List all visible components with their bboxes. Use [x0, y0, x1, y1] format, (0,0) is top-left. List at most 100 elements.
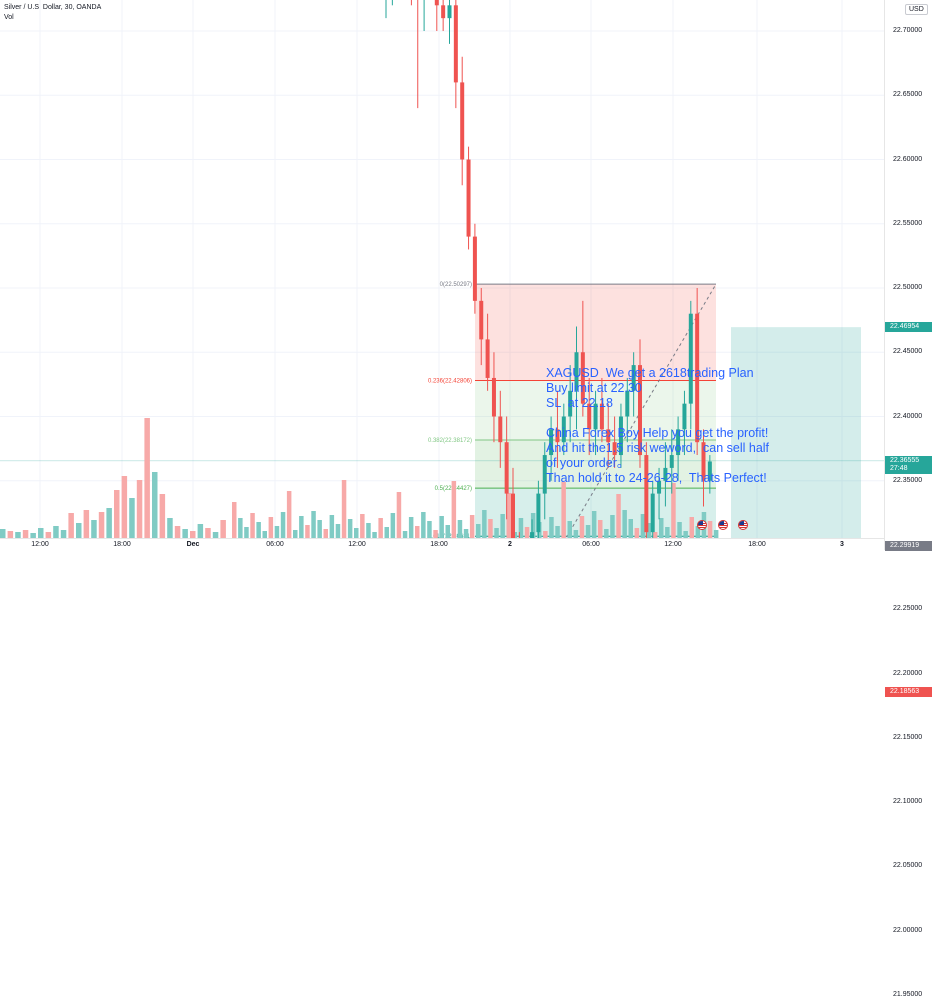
candle-body: [542, 455, 547, 494]
candle-body: [441, 5, 446, 19]
price-axis[interactable]: USD 22.70000 22.65000 22.60000 22.55000 22.5…: [884, 0, 932, 998]
volume-bar: [573, 530, 579, 538]
volume-bar: [415, 526, 420, 538]
time-label: 12:00: [31, 541, 49, 548]
volume-bar: [311, 511, 316, 538]
candle-body: [466, 159, 471, 237]
candle-body: [612, 442, 617, 456]
volume-bar: [579, 516, 585, 538]
volume-bar: [0, 529, 6, 538]
volume-bar: [530, 513, 536, 538]
candle-body: [638, 365, 642, 456]
candle-body: [695, 313, 700, 443]
volume-bar: [665, 527, 670, 538]
time-label: 06:00: [266, 541, 284, 548]
volume-bar: [98, 512, 105, 538]
volume-bar: [707, 521, 713, 538]
time-label: 18:00: [748, 541, 766, 548]
price-chart[interactable]: 0(22.50297) 0.236(22.42806) 0.382(22.38172…: [0, 0, 884, 538]
price-label: 22.15000: [893, 733, 923, 741]
us-flag-icon[interactable]: [738, 520, 748, 530]
volume-bar: [518, 518, 524, 538]
volume-bar: [129, 498, 135, 538]
volume-bar: [622, 510, 627, 538]
candle-body: [580, 352, 585, 404]
price-label: 22.50000: [893, 284, 923, 291]
volume-bar: [76, 523, 82, 538]
volume-bar: [244, 527, 249, 538]
volume-bar: [396, 492, 402, 538]
volume-bar: [390, 513, 396, 538]
symbol-title[interactable]: Silver / U.S. Dollar, 30, OANDA: [4, 4, 102, 11]
time-label: 06:00: [582, 541, 600, 548]
volume-bar: [7, 531, 14, 538]
us-flag-icon[interactable]: [718, 520, 728, 530]
volume-bar: [293, 530, 298, 538]
candle-body: [676, 429, 681, 456]
fib-zone: [475, 284, 716, 381]
volume-bar: [197, 524, 204, 538]
volume-bar: [610, 515, 615, 538]
volume-bar: [250, 513, 255, 538]
volume-bar: [30, 533, 36, 538]
candle-body: [644, 455, 649, 533]
volume-bar: [463, 529, 469, 538]
volume-bar: [494, 528, 499, 538]
price-label: 21.95000: [893, 990, 923, 998]
chart-legend: Silver / U.S. Dollar, 30, OANDA Vol: [4, 3, 101, 23]
volume-bar: [482, 510, 487, 538]
time-label: 2: [508, 541, 512, 548]
time-label: 18:00: [430, 541, 448, 548]
volume-bar: [384, 527, 389, 538]
volume-bar: [659, 518, 664, 538]
candle-body: [460, 82, 465, 160]
volume-bar: [38, 528, 44, 538]
volume-bar: [646, 523, 652, 538]
candle-body: [561, 416, 566, 443]
volume-bar: [220, 520, 226, 538]
fib-level-label: 0.382(22.38172): [428, 438, 472, 444]
trading-plan-note[interactable]: XAGUSD We get a 2618trading Plan Buy lim…: [546, 366, 770, 485]
volume-bar: [652, 532, 658, 538]
volume-bar: [121, 476, 128, 538]
volume-bar: [689, 517, 694, 538]
volume-bar: [299, 516, 304, 538]
price-label: 22.45000: [893, 348, 923, 356]
candle-body: [574, 352, 579, 391]
candle-body: [485, 339, 490, 378]
volume-bar: [232, 502, 237, 538]
volume-bar: [427, 521, 432, 538]
volume-bar: [205, 528, 211, 538]
time-axis[interactable]: 12:00 18:00 Dec 06:00 12:00 18:00 2 06:00 12:00 1…: [0, 538, 884, 551]
volume-bar: [585, 525, 591, 538]
candle-body: [479, 300, 484, 340]
volume-bar: [524, 527, 530, 538]
volume-bar: [500, 514, 505, 538]
price-label: 22.05000: [893, 862, 923, 870]
candle-body: [549, 429, 554, 456]
price-tag: 22.36555 27:48: [885, 455, 932, 474]
candle-body: [530, 532, 535, 538]
price-label: 22.00000: [893, 926, 923, 934]
volume-bar: [91, 520, 97, 538]
candle-body: [593, 403, 598, 430]
price-label: 22.65000: [893, 91, 923, 99]
currency-badge[interactable]: USD: [905, 4, 928, 15]
volume-bar: [713, 530, 719, 538]
volume-bar: [182, 529, 188, 538]
price-tag: 22.29919: [885, 541, 932, 552]
volume-bar: [53, 526, 59, 538]
volume-bar: [591, 511, 597, 538]
volume-label[interactable]: Vol: [4, 14, 14, 21]
candle-body: [707, 461, 712, 481]
position-target-zone: [731, 327, 861, 538]
candle-body: [650, 493, 655, 533]
volume-bar: [159, 494, 166, 538]
volume-bar: [695, 526, 701, 538]
volume-bar: [488, 519, 493, 538]
volume-bar: [628, 519, 633, 538]
volume-bar: [421, 512, 426, 538]
price-label: 22.55000: [893, 219, 923, 227]
us-flag-icon[interactable]: [697, 520, 707, 530]
volume-bar: [457, 520, 463, 538]
